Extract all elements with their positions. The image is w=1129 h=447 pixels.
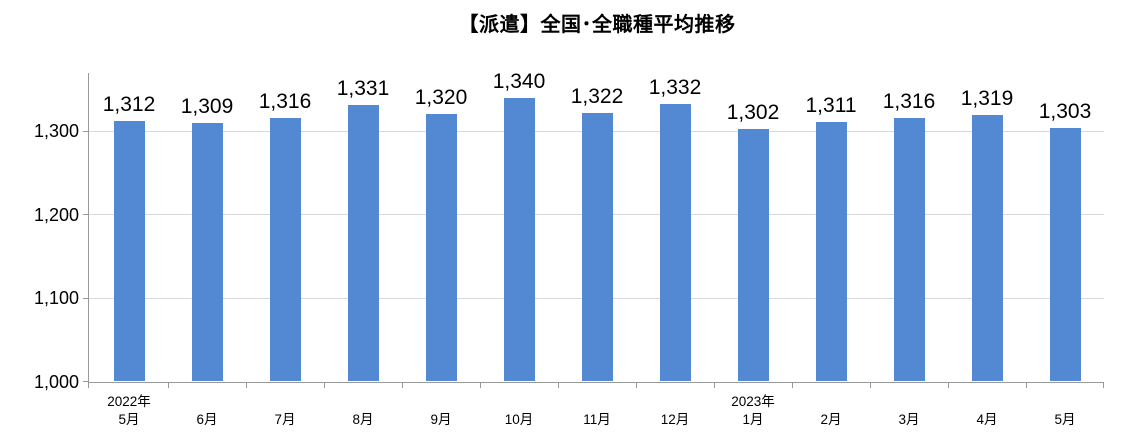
bar-value-label: 1,303 [1038,100,1092,124]
bar [191,123,223,382]
bar [1049,128,1081,382]
x-axis-tick [324,383,325,388]
y-axis-tick-label: 1,000 [33,371,79,392]
bar-value-label: 1,316 [258,89,312,113]
x-axis-month-label: 11月 [583,412,611,427]
bar-value-label: 1,332 [648,76,702,100]
bar-value-label: 1,316 [882,89,936,113]
y-axis-tick-label: 1,200 [33,204,79,225]
x-axis-line [88,382,1104,383]
bar-value-label: 1,320 [414,86,468,110]
x-axis-tick [948,383,949,388]
x-axis-tick [246,383,247,388]
x-axis-year-label: 2022年 [107,394,151,409]
bar-value-label: 1,312 [102,92,156,116]
bar-value-label: 1,302 [726,101,780,125]
x-axis-tick [636,383,637,388]
x-axis-month-label: 2月 [820,412,842,427]
bar [815,121,847,382]
y-axis-tick [83,381,88,382]
x-axis-tick [1026,383,1027,388]
x-axis-month-label: 9月 [430,412,452,427]
x-axis-month-label: 3月 [898,412,920,427]
bar [737,129,769,382]
bar-value-label: 1,331 [336,77,390,101]
x-axis-month-label: 5月 [1054,412,1076,427]
y-axis-tick-label: 1,100 [33,288,79,308]
x-axis-month-label: 10月 [504,412,534,427]
y-axis-line [88,72,89,388]
bar [503,97,535,382]
x-axis-month-label: 5月 [118,412,140,427]
x-axis-tick [480,383,481,388]
x-axis-tick [402,383,403,388]
bar [581,112,613,382]
bar [893,117,925,382]
bar-value-label: 1,311 [805,93,857,117]
x-axis-month-label: 12月 [660,412,690,427]
x-axis-tick [714,383,715,388]
bar [269,117,301,382]
bar-value-label: 1,319 [960,87,1014,111]
bar [425,114,457,382]
x-axis-month-label: 4月 [976,412,998,427]
chart-title: 【派遣】全国･全職種平均推移 [458,14,736,36]
y-axis-tick [83,130,88,132]
x-axis-month-label: 7月 [274,412,296,427]
x-axis-tick [558,383,559,388]
x-axis-tick [792,383,793,388]
x-axis-month-label: 8月 [352,412,374,427]
x-axis-year-label: 2023年 [731,394,775,409]
bar [113,120,145,382]
x-axis-tick [1103,383,1104,388]
bar [347,105,379,382]
x-axis-month-label: 6月 [196,412,218,427]
bar-value-label: 1,322 [570,84,624,108]
y-axis-tick [83,214,88,215]
y-axis-tick [83,297,88,299]
x-axis-month-label: 1月 [742,412,764,427]
bar [971,115,1003,382]
bar-value-label: 1,340 [492,69,546,93]
x-axis-tick [870,383,871,388]
y-axis-tick-label: 1,300 [33,121,79,141]
bar [659,104,691,382]
bar-value-label: 1,309 [180,95,234,119]
x-axis-tick [168,383,169,388]
